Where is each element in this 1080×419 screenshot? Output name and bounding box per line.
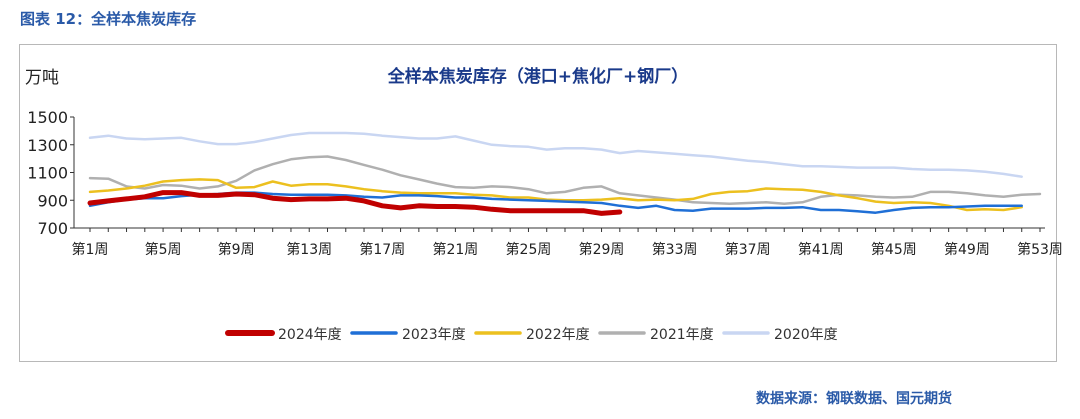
x-tick-label: 第29周 xyxy=(579,241,625,258)
legend-label: 2021年度 xyxy=(650,327,714,343)
y-tick-label: 1100 xyxy=(27,164,68,183)
x-tick-label: 第1周 xyxy=(72,241,109,258)
chart-frame xyxy=(19,44,1057,362)
figure-label: 图表 12：全样本焦炭库存 xyxy=(20,10,197,28)
y-tick-label: 700 xyxy=(37,219,68,238)
x-tick-label: 第41周 xyxy=(798,241,844,258)
legend-label: 2020年度 xyxy=(774,327,838,343)
x-tick-label: 第49周 xyxy=(944,241,990,258)
x-tick-label: 第45周 xyxy=(871,241,917,258)
legend-label: 2023年度 xyxy=(402,327,466,343)
x-tick-label: 第21周 xyxy=(432,241,478,258)
y-tick-label: 1500 xyxy=(27,108,68,127)
x-tick-label: 第17周 xyxy=(359,241,405,258)
series-line-2024年度 xyxy=(87,190,623,216)
x-tick-label: 第5周 xyxy=(145,241,182,258)
x-tick-label: 第33周 xyxy=(652,241,698,258)
x-tick-label: 第53周 xyxy=(1017,241,1063,258)
legend-label: 2022年度 xyxy=(526,327,590,343)
y-axis-unit: 万吨 xyxy=(25,68,59,88)
y-tick-label: 900 xyxy=(37,191,68,210)
series-line-2021年度 xyxy=(88,155,1042,205)
source-note: 数据来源：钢联数据、国元期货 xyxy=(756,391,952,407)
x-tick-label: 第9周 xyxy=(218,241,255,258)
x-tick-label: 第13周 xyxy=(286,241,332,258)
legend-label: 2024年度 xyxy=(278,327,342,343)
y-tick-label: 1300 xyxy=(27,136,68,155)
chart-title: 全样本焦炭库存（港口+焦化厂+钢厂） xyxy=(387,66,689,87)
x-tick-label: 第25周 xyxy=(506,241,552,258)
series-line-2020年度 xyxy=(88,131,1023,178)
x-tick-label: 第37周 xyxy=(725,241,771,258)
series-line-2022年度 xyxy=(88,178,1023,212)
